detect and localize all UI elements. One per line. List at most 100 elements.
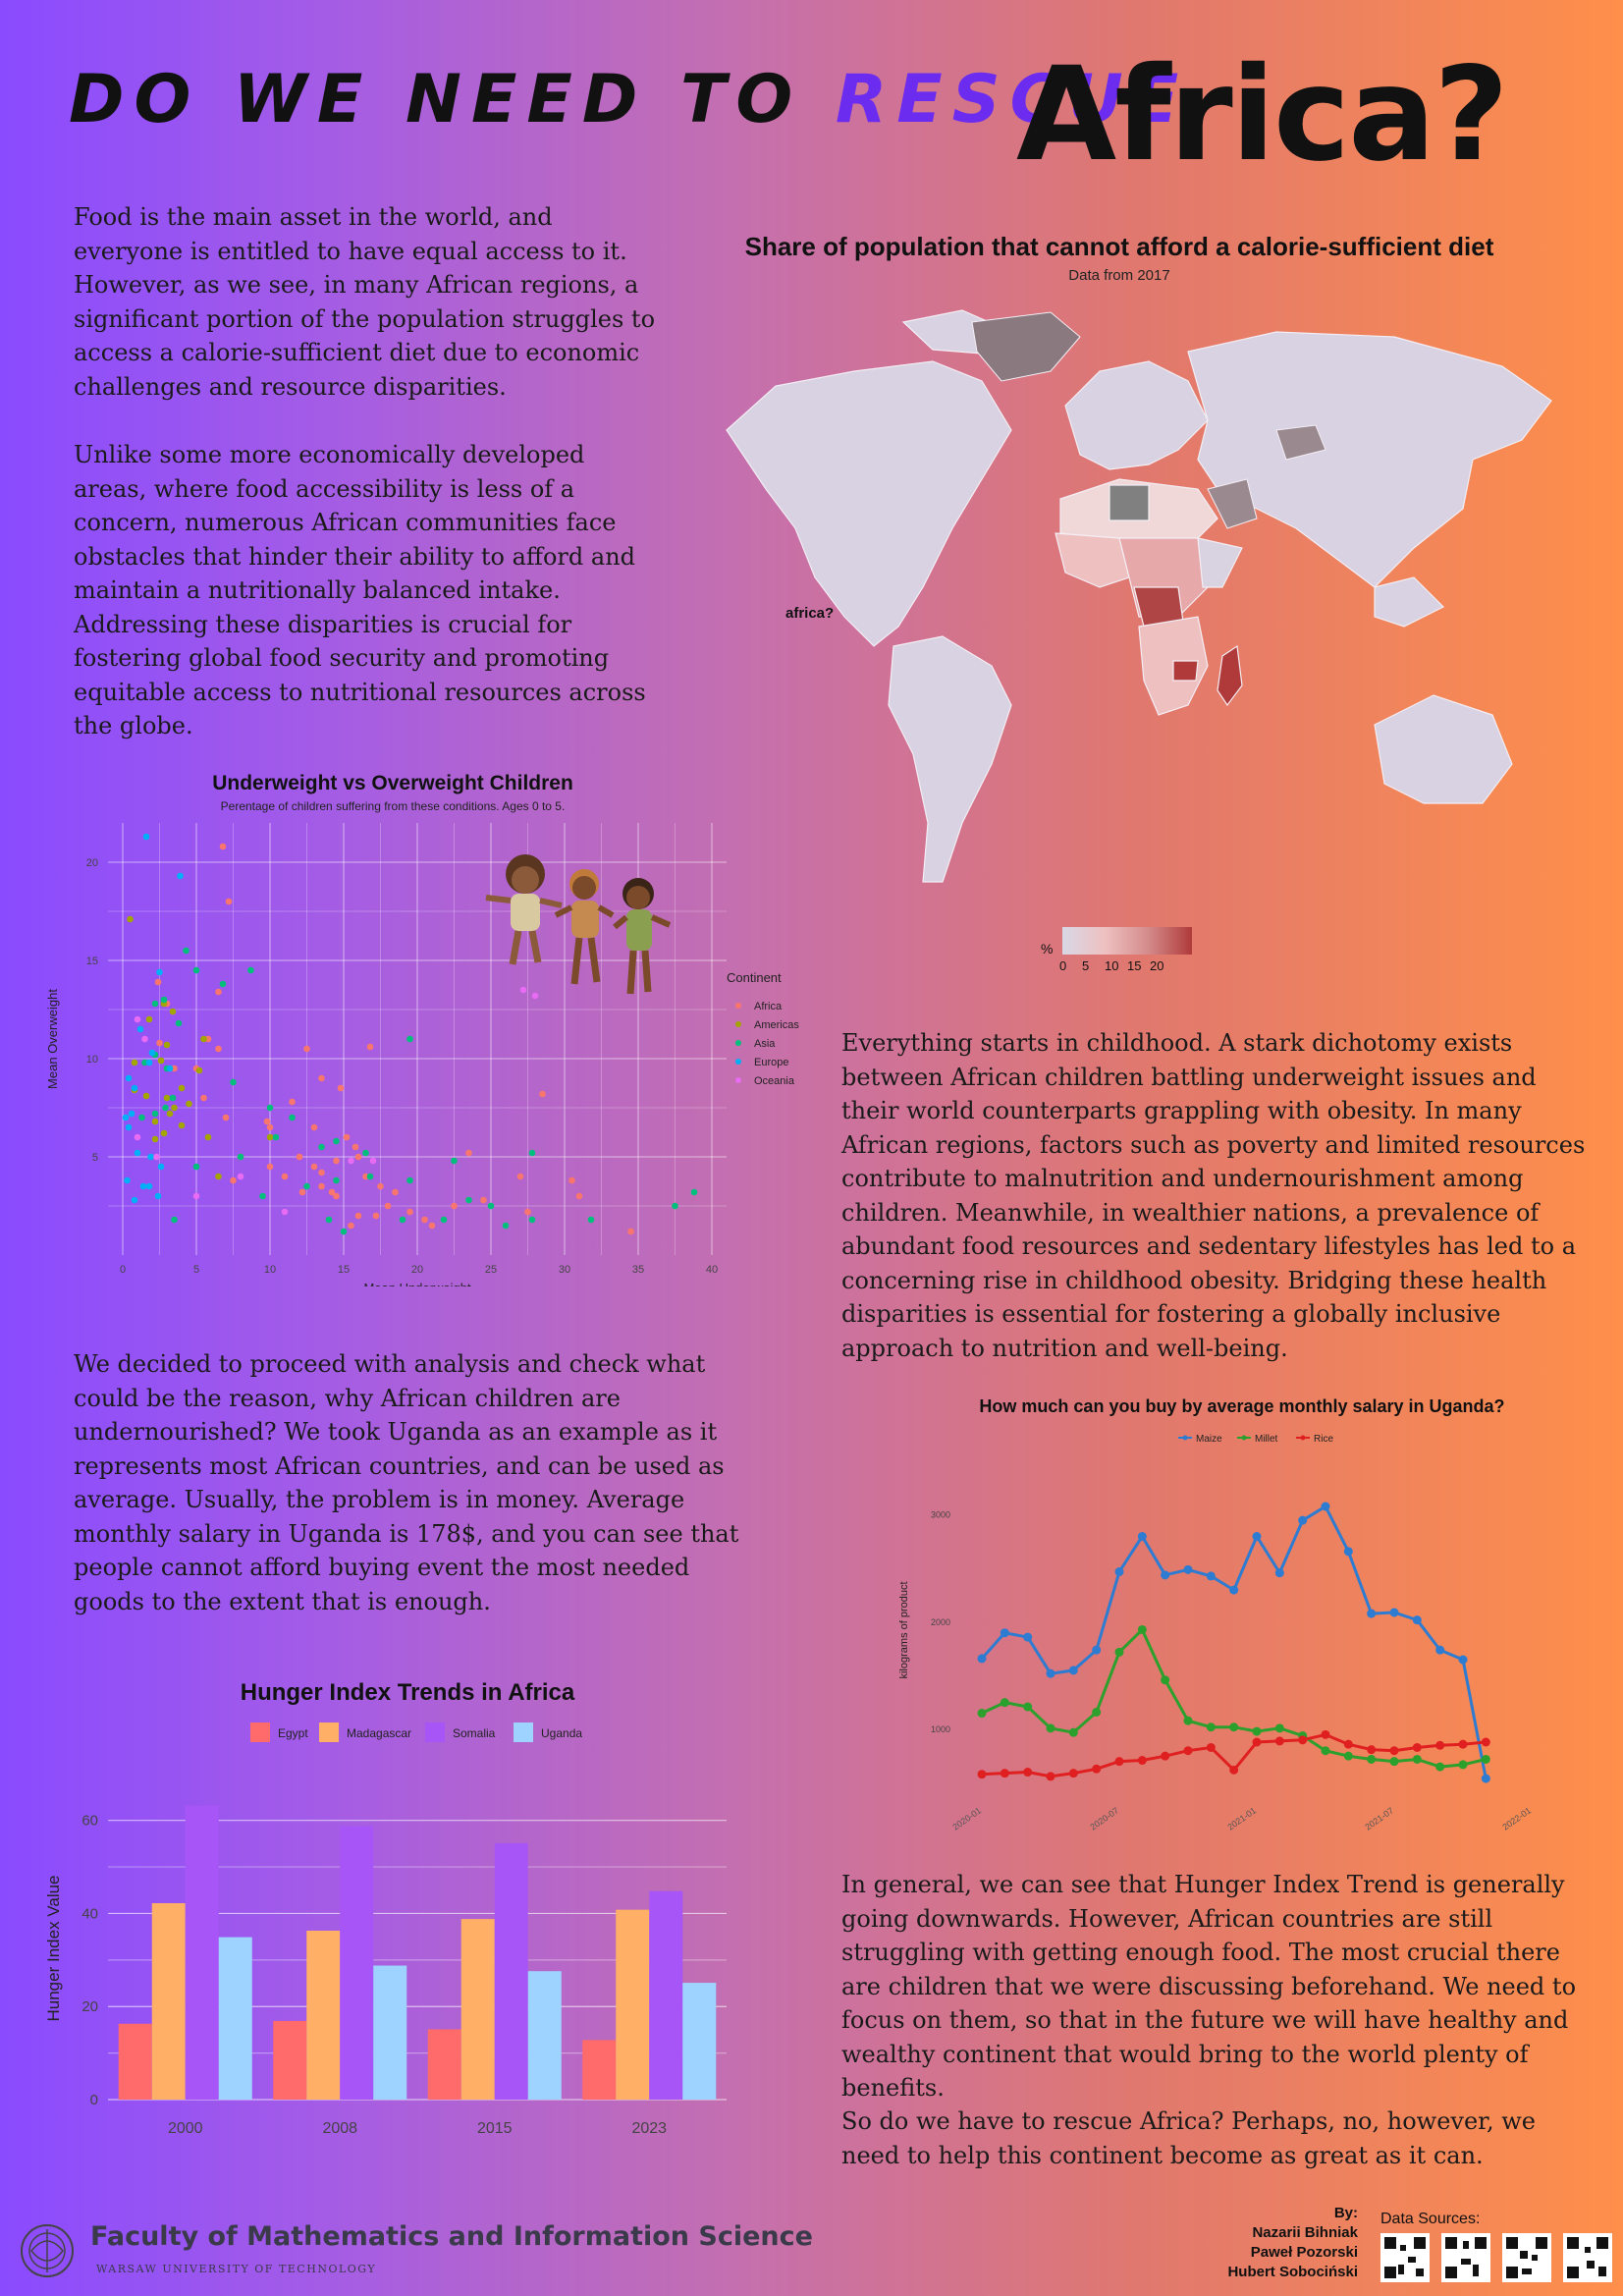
map-subtitle: Data from 2017	[1068, 267, 1170, 284]
scatter-point	[139, 1182, 147, 1190]
uganda-point	[1274, 1723, 1284, 1733]
scatter-point	[406, 1035, 413, 1043]
uganda-legend-marker	[1241, 1435, 1247, 1441]
scatter-point	[138, 1114, 145, 1121]
uganda-chart: Maize Millet Rice 1000 2000 3000 2020-01 2020-0…	[898, 1434, 1533, 1832]
author-3: Hubert Sobociński	[1227, 2264, 1358, 2280]
scatter-point	[131, 1084, 138, 1092]
scatter-point	[154, 978, 162, 986]
scatter-x-tick: 20	[411, 1264, 423, 1276]
scatter-point	[406, 1208, 413, 1216]
hunger-y-label: Hunger Index Value	[44, 1875, 63, 2021]
uganda-point	[1183, 1716, 1193, 1725]
scatter-point	[399, 1216, 406, 1224]
uganda-point	[1435, 1645, 1445, 1655]
scatter-y-tick: 20	[86, 857, 98, 869]
sources-qr-codes	[1380, 2233, 1612, 2282]
uganda-point	[1161, 1751, 1170, 1761]
uganda-y-tick: 2000	[931, 1617, 950, 1627]
uganda-point	[1000, 1628, 1009, 1638]
scatter-point	[175, 1019, 183, 1027]
uganda-point	[1367, 1609, 1377, 1618]
uganda-point	[1092, 1764, 1102, 1774]
uganda-point	[1023, 1768, 1033, 1777]
scatter-point	[169, 1008, 177, 1015]
uganda-point	[1068, 1727, 1078, 1737]
author-2: Paweł Pozorski	[1250, 2244, 1358, 2261]
scatter-point	[568, 1176, 575, 1184]
uganda-point	[1137, 1756, 1147, 1766]
scatter-point	[134, 1149, 141, 1157]
scatter-legend-label: Asia	[754, 1038, 776, 1050]
uganda-legend-marker	[1182, 1435, 1188, 1441]
scatter-point	[266, 1123, 274, 1131]
scatter-point	[406, 1176, 413, 1184]
scatter-point	[151, 1118, 159, 1125]
hunger-x-tick: 2023	[631, 2120, 667, 2137]
scatter-point	[362, 1149, 369, 1157]
scatter-y-tick: 10	[86, 1054, 98, 1066]
uganda-legend-marker	[1300, 1435, 1306, 1441]
scatter-x-tick: 30	[559, 1264, 570, 1276]
scatter-legend-label: Oceania	[754, 1075, 795, 1087]
qr-code-4[interactable]	[1563, 2233, 1612, 2282]
scatter-point	[134, 1133, 141, 1141]
hunger-bar	[427, 2029, 461, 2100]
scatter-point	[200, 1035, 207, 1043]
uganda-title: How much can you buy by average monthly …	[979, 1396, 1505, 1416]
hunger-legend-swatch	[514, 1722, 533, 1742]
scatter-point	[141, 1035, 148, 1043]
scatter-point	[348, 1157, 354, 1165]
qr-code-1[interactable]	[1380, 2233, 1430, 2282]
hunger-legend-swatch	[425, 1722, 445, 1742]
uganda-point	[1458, 1739, 1468, 1749]
intro-paragraph-1: Food is the main asset in the world, and…	[74, 203, 656, 401]
hunger-y-tick: 20	[81, 1998, 98, 2015]
hunger-legend-swatch	[319, 1722, 339, 1742]
scatter-x-tick: 0	[120, 1264, 126, 1276]
scatter-point	[325, 1216, 333, 1224]
scatter-point	[333, 1192, 340, 1200]
scatter-point	[151, 1000, 159, 1008]
scatter-point	[266, 1163, 274, 1171]
uganda-series-line	[981, 1626, 1487, 1769]
scatter-point	[163, 1041, 171, 1049]
map-legend-tick: 15	[1127, 958, 1142, 973]
scatter-point	[451, 1202, 458, 1210]
scatter-legend-label: Africa	[754, 1001, 783, 1012]
map-legend-tick: 10	[1105, 958, 1119, 973]
scatter-point	[142, 1092, 150, 1100]
uganda-point	[1367, 1745, 1377, 1755]
title-rescue: RESCUE	[835, 61, 1189, 138]
uganda-point	[1137, 1532, 1147, 1542]
scatter-point	[134, 1015, 141, 1023]
qr-code-3[interactable]	[1502, 2233, 1551, 2282]
uganda-point	[1137, 1624, 1147, 1634]
uganda-x-tick: 2020-01	[950, 1805, 983, 1831]
scatter-point	[151, 1110, 159, 1118]
qr-code-2[interactable]	[1441, 2233, 1490, 2282]
scatter-point	[266, 1133, 274, 1141]
uganda-x-tick: 2020-07	[1088, 1805, 1120, 1831]
scatter-legend-marker	[735, 1077, 741, 1083]
uganda-point	[1206, 1571, 1216, 1581]
hunger-y-tick: 60	[81, 1813, 98, 1830]
scatter-point	[162, 1104, 169, 1112]
uganda-point	[1481, 1774, 1490, 1783]
uganda-point	[1481, 1754, 1490, 1764]
scatter-x-tick: 5	[193, 1264, 199, 1276]
scatter-point	[131, 1196, 138, 1204]
scatter-point	[303, 1045, 310, 1053]
uganda-point	[1114, 1567, 1124, 1577]
scatter-point	[131, 1059, 138, 1066]
map-europe	[1064, 360, 1209, 470]
scatter-point	[372, 1212, 380, 1220]
scatter-point	[377, 1182, 384, 1190]
uganda-point	[1298, 1515, 1308, 1525]
uganda-point	[1068, 1769, 1078, 1778]
scatter-point	[384, 1202, 392, 1210]
scatter-point	[156, 968, 163, 976]
scatter-point	[281, 1173, 289, 1180]
child-figure-1	[485, 854, 563, 965]
scatter-point	[539, 1090, 546, 1098]
